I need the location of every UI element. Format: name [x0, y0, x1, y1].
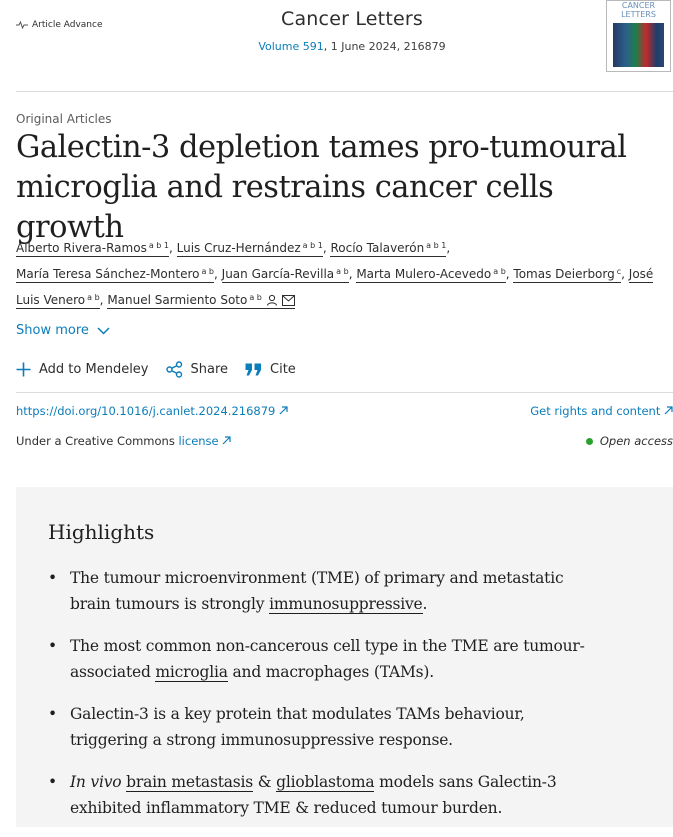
author-link[interactable]: Juan García-Revilla a b: [221, 267, 349, 283]
badge-label: Article Advance: [32, 20, 103, 30]
highlights-list: The tumour microenvironment (TME) of pri…: [48, 565, 588, 837]
chevron-down-icon: [97, 326, 110, 335]
highlight-item: Galectin-3 is a key protein that modulat…: [48, 701, 588, 753]
cite-label: Cite: [270, 362, 296, 377]
issue-date: , 1 June 2024, 216879: [323, 40, 446, 53]
author-link[interactable]: Alberto Rivera-Ramos a b 1: [16, 241, 169, 257]
share-button[interactable]: Share: [165, 361, 229, 378]
doi-link[interactable]: https://doi.org/10.1016/j.canlet.2024.21…: [16, 404, 288, 418]
journal-title[interactable]: Cancer Letters: [281, 8, 423, 30]
highlights-heading: Highlights: [48, 520, 155, 544]
highlight-item: The most common non-cancerous cell type …: [48, 633, 588, 685]
author-link[interactable]: Luis Cruz-Hernández a b 1: [176, 241, 323, 257]
author-list: Alberto Rivera-Ramos a b 1, Luis Cruz-Her…: [16, 234, 666, 314]
external-link-icon: [664, 406, 673, 415]
term-link-brain-metastasis[interactable]: brain metastasis: [126, 773, 254, 792]
plus-icon: [16, 362, 31, 377]
volume-link[interactable]: Volume 591: [258, 40, 324, 53]
actions-divider: [16, 392, 673, 393]
corresponding-author-link[interactable]: Manuel Sarmiento Soto a b: [107, 293, 295, 309]
highlight-item: In vivo brain metastasis & glioblastoma …: [48, 769, 588, 821]
quote-icon: [245, 363, 262, 376]
cover-image: [613, 23, 664, 67]
open-access-label: Open access: [599, 434, 673, 448]
person-icon: [266, 290, 278, 314]
author-link[interactable]: María Teresa Sánchez-Montero a b: [16, 267, 215, 283]
article-title: Galectin-3 depletion tames pro-tumoural …: [16, 130, 627, 245]
cite-button[interactable]: Cite: [245, 362, 296, 377]
volume-line: Volume 591, 1 June 2024, 216879: [0, 40, 673, 53]
license-link[interactable]: license: [178, 434, 231, 448]
open-access-badge: Open access: [523, 434, 673, 448]
highlights-panel: Highlights The tumour microenvironment (…: [16, 487, 673, 827]
author-link[interactable]: Rocío Talaverón a b 1: [330, 241, 447, 257]
article-advance-badge: Article Advance: [16, 20, 102, 30]
rights-and-content-link[interactable]: Get rights and content: [473, 404, 673, 418]
author-link[interactable]: Tomas Deierborg c: [513, 267, 622, 283]
envelope-icon: [281, 290, 295, 314]
external-link-icon: [279, 406, 288, 415]
author-link[interactable]: José Luis Venero a b: [16, 267, 654, 309]
pulse-icon: [16, 21, 28, 29]
open-access-dot-icon: [585, 437, 593, 445]
term-link-immunosuppressive[interactable]: immunosuppressive: [269, 595, 423, 614]
cover-title: CANCER LETTERS: [621, 1, 656, 19]
show-more-label: Show more: [16, 323, 89, 338]
external-link-icon: [222, 436, 231, 445]
share-icon: [165, 361, 182, 378]
article-actions: Add to Mendeley Share Cite: [16, 361, 313, 378]
term-link-glioblastoma[interactable]: glioblastoma: [276, 773, 375, 792]
article-header: Article Advance Cancer Letters Volume 59…: [0, 0, 673, 92]
term-link-microglia[interactable]: microglia: [155, 663, 228, 682]
article-category: Original Articles: [16, 112, 112, 126]
author-link[interactable]: Marta Mulero-Acevedo a b: [356, 267, 506, 283]
license-line: Under a Creative Commons license: [16, 434, 231, 448]
journal-cover-thumbnail[interactable]: CANCER LETTERS: [606, 0, 671, 72]
mendeley-label: Add to Mendeley: [39, 362, 149, 377]
header-divider: [16, 91, 673, 92]
highlight-item: The tumour microenvironment (TME) of pri…: [48, 565, 588, 617]
add-to-mendeley-button[interactable]: Add to Mendeley: [16, 362, 149, 377]
show-more-button[interactable]: Show more: [16, 323, 110, 338]
share-label: Share: [190, 362, 229, 377]
